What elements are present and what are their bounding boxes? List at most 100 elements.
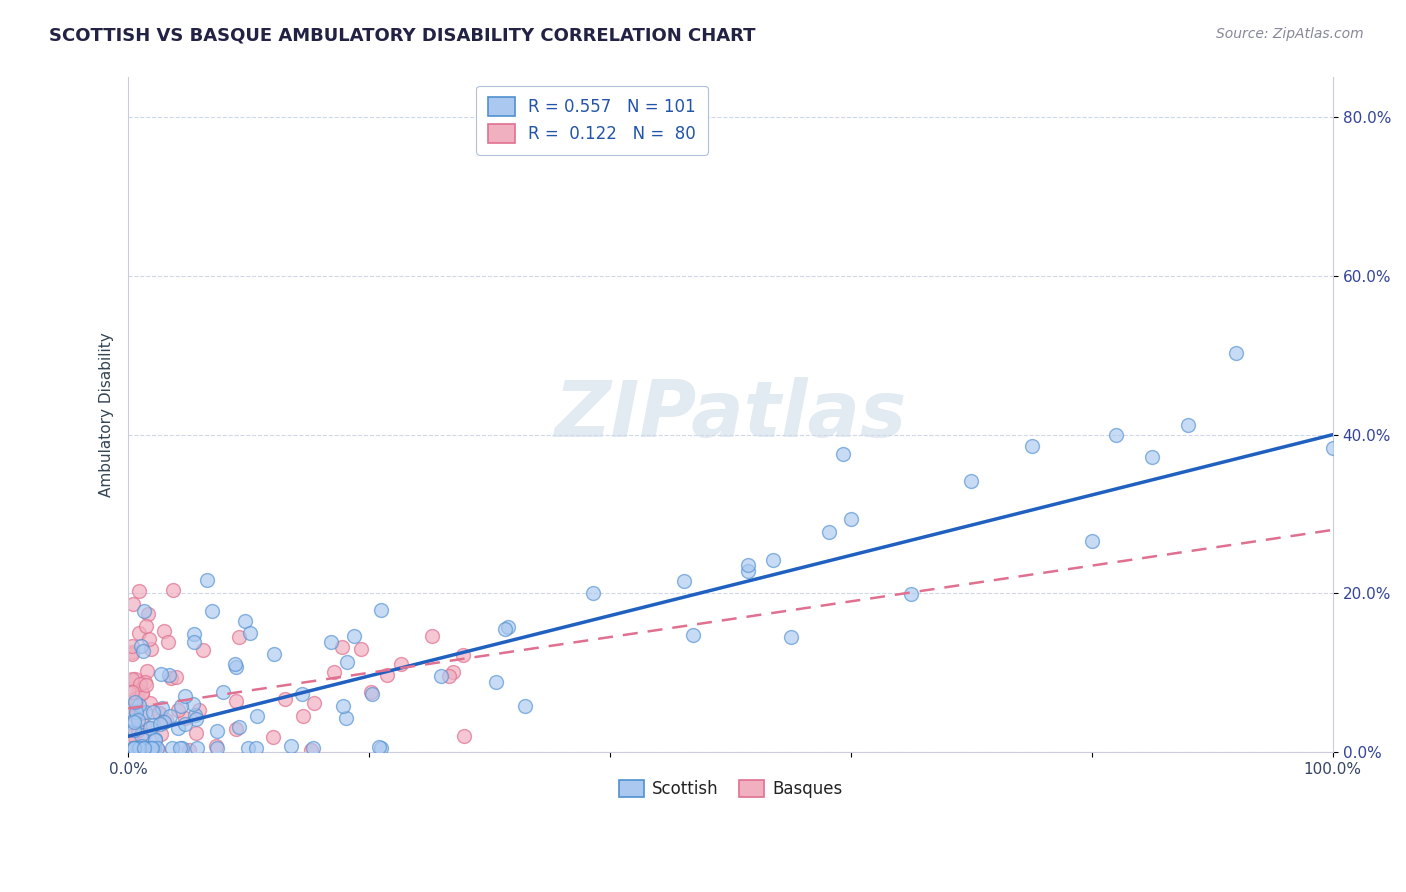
Point (224, 657, 246, 672)
Point (122, 735, 145, 749)
Point (263, 647, 285, 661)
Point (124, 695, 146, 709)
Point (453, 729, 475, 743)
Point (441, 665, 464, 680)
Point (122, 741, 145, 756)
Point (166, 703, 188, 717)
Point (322, 665, 344, 679)
Point (124, 692, 146, 706)
Point (360, 685, 382, 699)
Point (122, 741, 145, 756)
Point (127, 690, 149, 705)
Point (225, 694, 247, 708)
Point (129, 706, 152, 720)
Point (125, 743, 148, 757)
Point (1081, 533, 1104, 548)
Point (129, 640, 152, 654)
Point (186, 725, 208, 739)
Point (335, 711, 357, 725)
Point (148, 706, 170, 720)
Point (124, 709, 146, 723)
Point (139, 721, 162, 735)
Point (169, 741, 191, 756)
Point (737, 558, 759, 572)
Point (186, 741, 208, 756)
Point (157, 668, 180, 682)
Point (181, 697, 204, 711)
Point (121, 743, 143, 757)
Point (165, 670, 187, 684)
Point (135, 678, 157, 692)
Point (127, 723, 149, 737)
Point (195, 573, 218, 587)
Point (1322, 442, 1344, 456)
Point (121, 742, 143, 756)
Point (183, 627, 205, 641)
Point (150, 667, 173, 681)
Point (437, 669, 460, 683)
Point (150, 700, 173, 714)
Point (370, 741, 392, 756)
Point (1021, 439, 1043, 453)
Point (737, 564, 759, 578)
Point (162, 582, 184, 597)
Point (127, 713, 149, 727)
Point (1105, 428, 1128, 442)
Point (121, 706, 143, 720)
Point (375, 668, 398, 682)
Point (420, 629, 443, 643)
Point (129, 677, 152, 691)
Point (129, 728, 152, 742)
Point (136, 607, 159, 621)
Point (128, 682, 150, 697)
Point (132, 643, 155, 657)
Point (485, 674, 508, 689)
Point (302, 697, 325, 711)
Point (121, 685, 143, 699)
Point (160, 671, 183, 685)
Text: SCOTTISH VS BASQUE AMBULATORY DISABILITY CORRELATION CHART: SCOTTISH VS BASQUE AMBULATORY DISABILITY… (49, 27, 755, 45)
Point (779, 630, 801, 644)
Point (370, 602, 392, 616)
Point (152, 714, 174, 729)
Point (122, 741, 145, 756)
Point (132, 741, 155, 756)
Point (122, 713, 145, 727)
Point (207, 723, 229, 738)
Point (301, 741, 323, 756)
Point (143, 731, 166, 746)
Point (960, 475, 983, 489)
Point (132, 743, 155, 757)
Point (200, 604, 222, 618)
Point (157, 635, 180, 649)
Point (496, 620, 519, 634)
Point (134, 705, 156, 719)
Point (153, 714, 176, 729)
Point (170, 741, 193, 756)
Legend: Scottish, Basques: Scottish, Basques (612, 773, 849, 805)
Point (367, 739, 389, 754)
Point (451, 648, 474, 662)
Point (142, 717, 165, 731)
Point (183, 635, 205, 649)
Point (1177, 418, 1199, 433)
Point (121, 597, 143, 611)
Point (235, 614, 257, 628)
Point (121, 672, 143, 686)
Point (174, 717, 197, 731)
Point (134, 741, 156, 756)
Point (122, 741, 145, 756)
Text: ZIPatlas: ZIPatlas (554, 376, 907, 453)
Point (177, 743, 200, 757)
Point (124, 672, 146, 686)
Y-axis label: Ambulatory Disability: Ambulatory Disability (100, 333, 114, 497)
Point (205, 741, 228, 756)
Point (139, 641, 162, 656)
Point (332, 640, 354, 654)
Point (150, 727, 173, 741)
Point (513, 698, 536, 713)
Point (141, 741, 163, 756)
Point (121, 673, 143, 687)
Point (159, 709, 181, 723)
Point (184, 712, 207, 726)
